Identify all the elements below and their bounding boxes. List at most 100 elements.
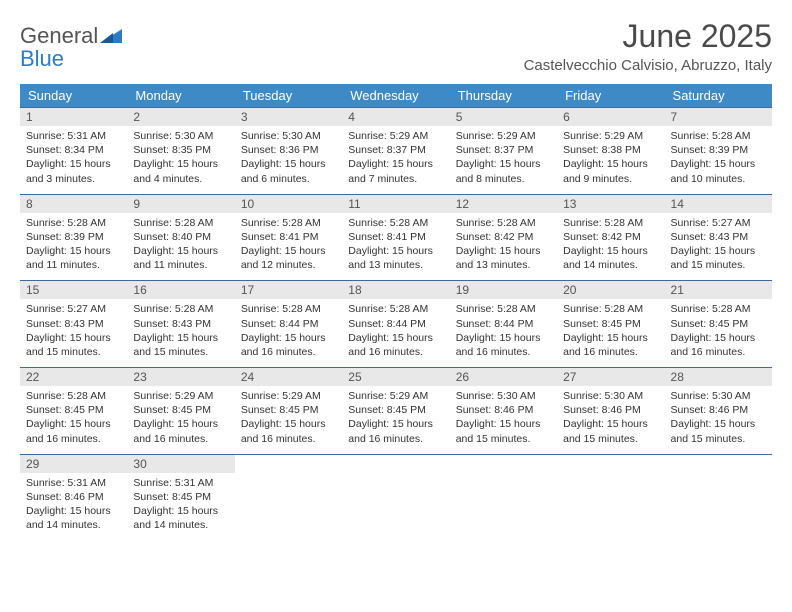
day-details: Sunrise: 5:28 AMSunset: 8:39 PMDaylight:… xyxy=(665,126,772,194)
day-number: 13 xyxy=(557,195,664,213)
day-cell: 18Sunrise: 5:28 AMSunset: 8:44 PMDayligh… xyxy=(342,281,449,368)
day-cell: 22Sunrise: 5:28 AMSunset: 8:45 PMDayligh… xyxy=(20,368,127,455)
day-details: Sunrise: 5:28 AMSunset: 8:40 PMDaylight:… xyxy=(127,213,234,281)
day-cell: 25Sunrise: 5:29 AMSunset: 8:45 PMDayligh… xyxy=(342,368,449,455)
day-number: 7 xyxy=(665,108,772,126)
logo-text-blue: Blue xyxy=(20,46,64,71)
day-number: 15 xyxy=(20,281,127,299)
day-details: Sunrise: 5:28 AMSunset: 8:45 PMDaylight:… xyxy=(665,299,772,367)
day-cell: 1Sunrise: 5:31 AMSunset: 8:34 PMDaylight… xyxy=(20,108,127,195)
weekday-header: Thursday xyxy=(450,84,557,108)
day-number: 17 xyxy=(235,281,342,299)
empty-cell xyxy=(450,454,557,540)
day-number: 30 xyxy=(127,455,234,473)
day-details: Sunrise: 5:30 AMSunset: 8:46 PMDaylight:… xyxy=(450,386,557,454)
day-cell: 4Sunrise: 5:29 AMSunset: 8:37 PMDaylight… xyxy=(342,108,449,195)
day-cell: 29Sunrise: 5:31 AMSunset: 8:46 PMDayligh… xyxy=(20,454,127,540)
day-details: Sunrise: 5:31 AMSunset: 8:34 PMDaylight:… xyxy=(20,126,127,194)
day-number: 19 xyxy=(450,281,557,299)
day-cell: 5Sunrise: 5:29 AMSunset: 8:37 PMDaylight… xyxy=(450,108,557,195)
logo: GeneralBlue xyxy=(20,18,122,70)
day-details: Sunrise: 5:29 AMSunset: 8:37 PMDaylight:… xyxy=(450,126,557,194)
day-number: 3 xyxy=(235,108,342,126)
day-details: Sunrise: 5:29 AMSunset: 8:38 PMDaylight:… xyxy=(557,126,664,194)
day-cell: 15Sunrise: 5:27 AMSunset: 8:43 PMDayligh… xyxy=(20,281,127,368)
day-details: Sunrise: 5:28 AMSunset: 8:41 PMDaylight:… xyxy=(235,213,342,281)
day-details: Sunrise: 5:30 AMSunset: 8:46 PMDaylight:… xyxy=(557,386,664,454)
weekday-header: Sunday xyxy=(20,84,127,108)
day-details: Sunrise: 5:28 AMSunset: 8:42 PMDaylight:… xyxy=(557,213,664,281)
day-details: Sunrise: 5:27 AMSunset: 8:43 PMDaylight:… xyxy=(665,213,772,281)
day-details: Sunrise: 5:28 AMSunset: 8:41 PMDaylight:… xyxy=(342,213,449,281)
logo-triangle-icon xyxy=(100,24,122,47)
empty-cell xyxy=(235,454,342,540)
day-number: 29 xyxy=(20,455,127,473)
month-title: June 2025 xyxy=(524,18,772,55)
day-details: Sunrise: 5:31 AMSunset: 8:45 PMDaylight:… xyxy=(127,473,234,541)
day-number: 28 xyxy=(665,368,772,386)
day-details: Sunrise: 5:28 AMSunset: 8:44 PMDaylight:… xyxy=(450,299,557,367)
day-details: Sunrise: 5:30 AMSunset: 8:35 PMDaylight:… xyxy=(127,126,234,194)
day-details: Sunrise: 5:29 AMSunset: 8:45 PMDaylight:… xyxy=(235,386,342,454)
day-cell: 20Sunrise: 5:28 AMSunset: 8:45 PMDayligh… xyxy=(557,281,664,368)
day-cell: 13Sunrise: 5:28 AMSunset: 8:42 PMDayligh… xyxy=(557,194,664,281)
empty-cell xyxy=(342,454,449,540)
logo-text-general: General xyxy=(20,24,98,47)
day-number: 20 xyxy=(557,281,664,299)
day-number: 27 xyxy=(557,368,664,386)
day-number: 26 xyxy=(450,368,557,386)
day-number: 11 xyxy=(342,195,449,213)
day-details: Sunrise: 5:28 AMSunset: 8:44 PMDaylight:… xyxy=(235,299,342,367)
day-cell: 14Sunrise: 5:27 AMSunset: 8:43 PMDayligh… xyxy=(665,194,772,281)
day-details: Sunrise: 5:31 AMSunset: 8:46 PMDaylight:… xyxy=(20,473,127,541)
day-details: Sunrise: 5:28 AMSunset: 8:42 PMDaylight:… xyxy=(450,213,557,281)
day-cell: 2Sunrise: 5:30 AMSunset: 8:35 PMDaylight… xyxy=(127,108,234,195)
empty-cell xyxy=(557,454,664,540)
day-number: 1 xyxy=(20,108,127,126)
calendar-table: Sunday Monday Tuesday Wednesday Thursday… xyxy=(20,84,772,540)
day-cell: 11Sunrise: 5:28 AMSunset: 8:41 PMDayligh… xyxy=(342,194,449,281)
day-cell: 28Sunrise: 5:30 AMSunset: 8:46 PMDayligh… xyxy=(665,368,772,455)
weekday-header: Saturday xyxy=(665,84,772,108)
day-number: 16 xyxy=(127,281,234,299)
day-details: Sunrise: 5:28 AMSunset: 8:44 PMDaylight:… xyxy=(342,299,449,367)
day-number: 23 xyxy=(127,368,234,386)
day-cell: 27Sunrise: 5:30 AMSunset: 8:46 PMDayligh… xyxy=(557,368,664,455)
day-cell: 23Sunrise: 5:29 AMSunset: 8:45 PMDayligh… xyxy=(127,368,234,455)
day-number: 25 xyxy=(342,368,449,386)
day-number: 8 xyxy=(20,195,127,213)
day-details: Sunrise: 5:28 AMSunset: 8:43 PMDaylight:… xyxy=(127,299,234,367)
day-cell: 30Sunrise: 5:31 AMSunset: 8:45 PMDayligh… xyxy=(127,454,234,540)
day-number: 12 xyxy=(450,195,557,213)
day-number: 18 xyxy=(342,281,449,299)
day-cell: 6Sunrise: 5:29 AMSunset: 8:38 PMDaylight… xyxy=(557,108,664,195)
day-details: Sunrise: 5:30 AMSunset: 8:46 PMDaylight:… xyxy=(665,386,772,454)
day-cell: 16Sunrise: 5:28 AMSunset: 8:43 PMDayligh… xyxy=(127,281,234,368)
day-cell: 21Sunrise: 5:28 AMSunset: 8:45 PMDayligh… xyxy=(665,281,772,368)
weekday-header-row: Sunday Monday Tuesday Wednesday Thursday… xyxy=(20,84,772,108)
day-number: 22 xyxy=(20,368,127,386)
day-details: Sunrise: 5:28 AMSunset: 8:45 PMDaylight:… xyxy=(20,386,127,454)
day-cell: 12Sunrise: 5:28 AMSunset: 8:42 PMDayligh… xyxy=(450,194,557,281)
empty-cell xyxy=(665,454,772,540)
weekday-header: Wednesday xyxy=(342,84,449,108)
day-details: Sunrise: 5:28 AMSunset: 8:45 PMDaylight:… xyxy=(557,299,664,367)
day-number: 5 xyxy=(450,108,557,126)
day-number: 4 xyxy=(342,108,449,126)
day-number: 10 xyxy=(235,195,342,213)
location-text: Castelvecchio Calvisio, Abruzzo, Italy xyxy=(524,57,772,74)
header: GeneralBlue June 2025 Castelvecchio Calv… xyxy=(20,18,772,74)
day-cell: 26Sunrise: 5:30 AMSunset: 8:46 PMDayligh… xyxy=(450,368,557,455)
day-cell: 8Sunrise: 5:28 AMSunset: 8:39 PMDaylight… xyxy=(20,194,127,281)
day-number: 9 xyxy=(127,195,234,213)
day-details: Sunrise: 5:28 AMSunset: 8:39 PMDaylight:… xyxy=(20,213,127,281)
day-details: Sunrise: 5:29 AMSunset: 8:37 PMDaylight:… xyxy=(342,126,449,194)
weekday-header: Friday xyxy=(557,84,664,108)
day-number: 21 xyxy=(665,281,772,299)
day-cell: 17Sunrise: 5:28 AMSunset: 8:44 PMDayligh… xyxy=(235,281,342,368)
title-block: June 2025 Castelvecchio Calvisio, Abruzz… xyxy=(524,18,772,74)
day-number: 2 xyxy=(127,108,234,126)
day-number: 14 xyxy=(665,195,772,213)
day-cell: 7Sunrise: 5:28 AMSunset: 8:39 PMDaylight… xyxy=(665,108,772,195)
day-cell: 24Sunrise: 5:29 AMSunset: 8:45 PMDayligh… xyxy=(235,368,342,455)
